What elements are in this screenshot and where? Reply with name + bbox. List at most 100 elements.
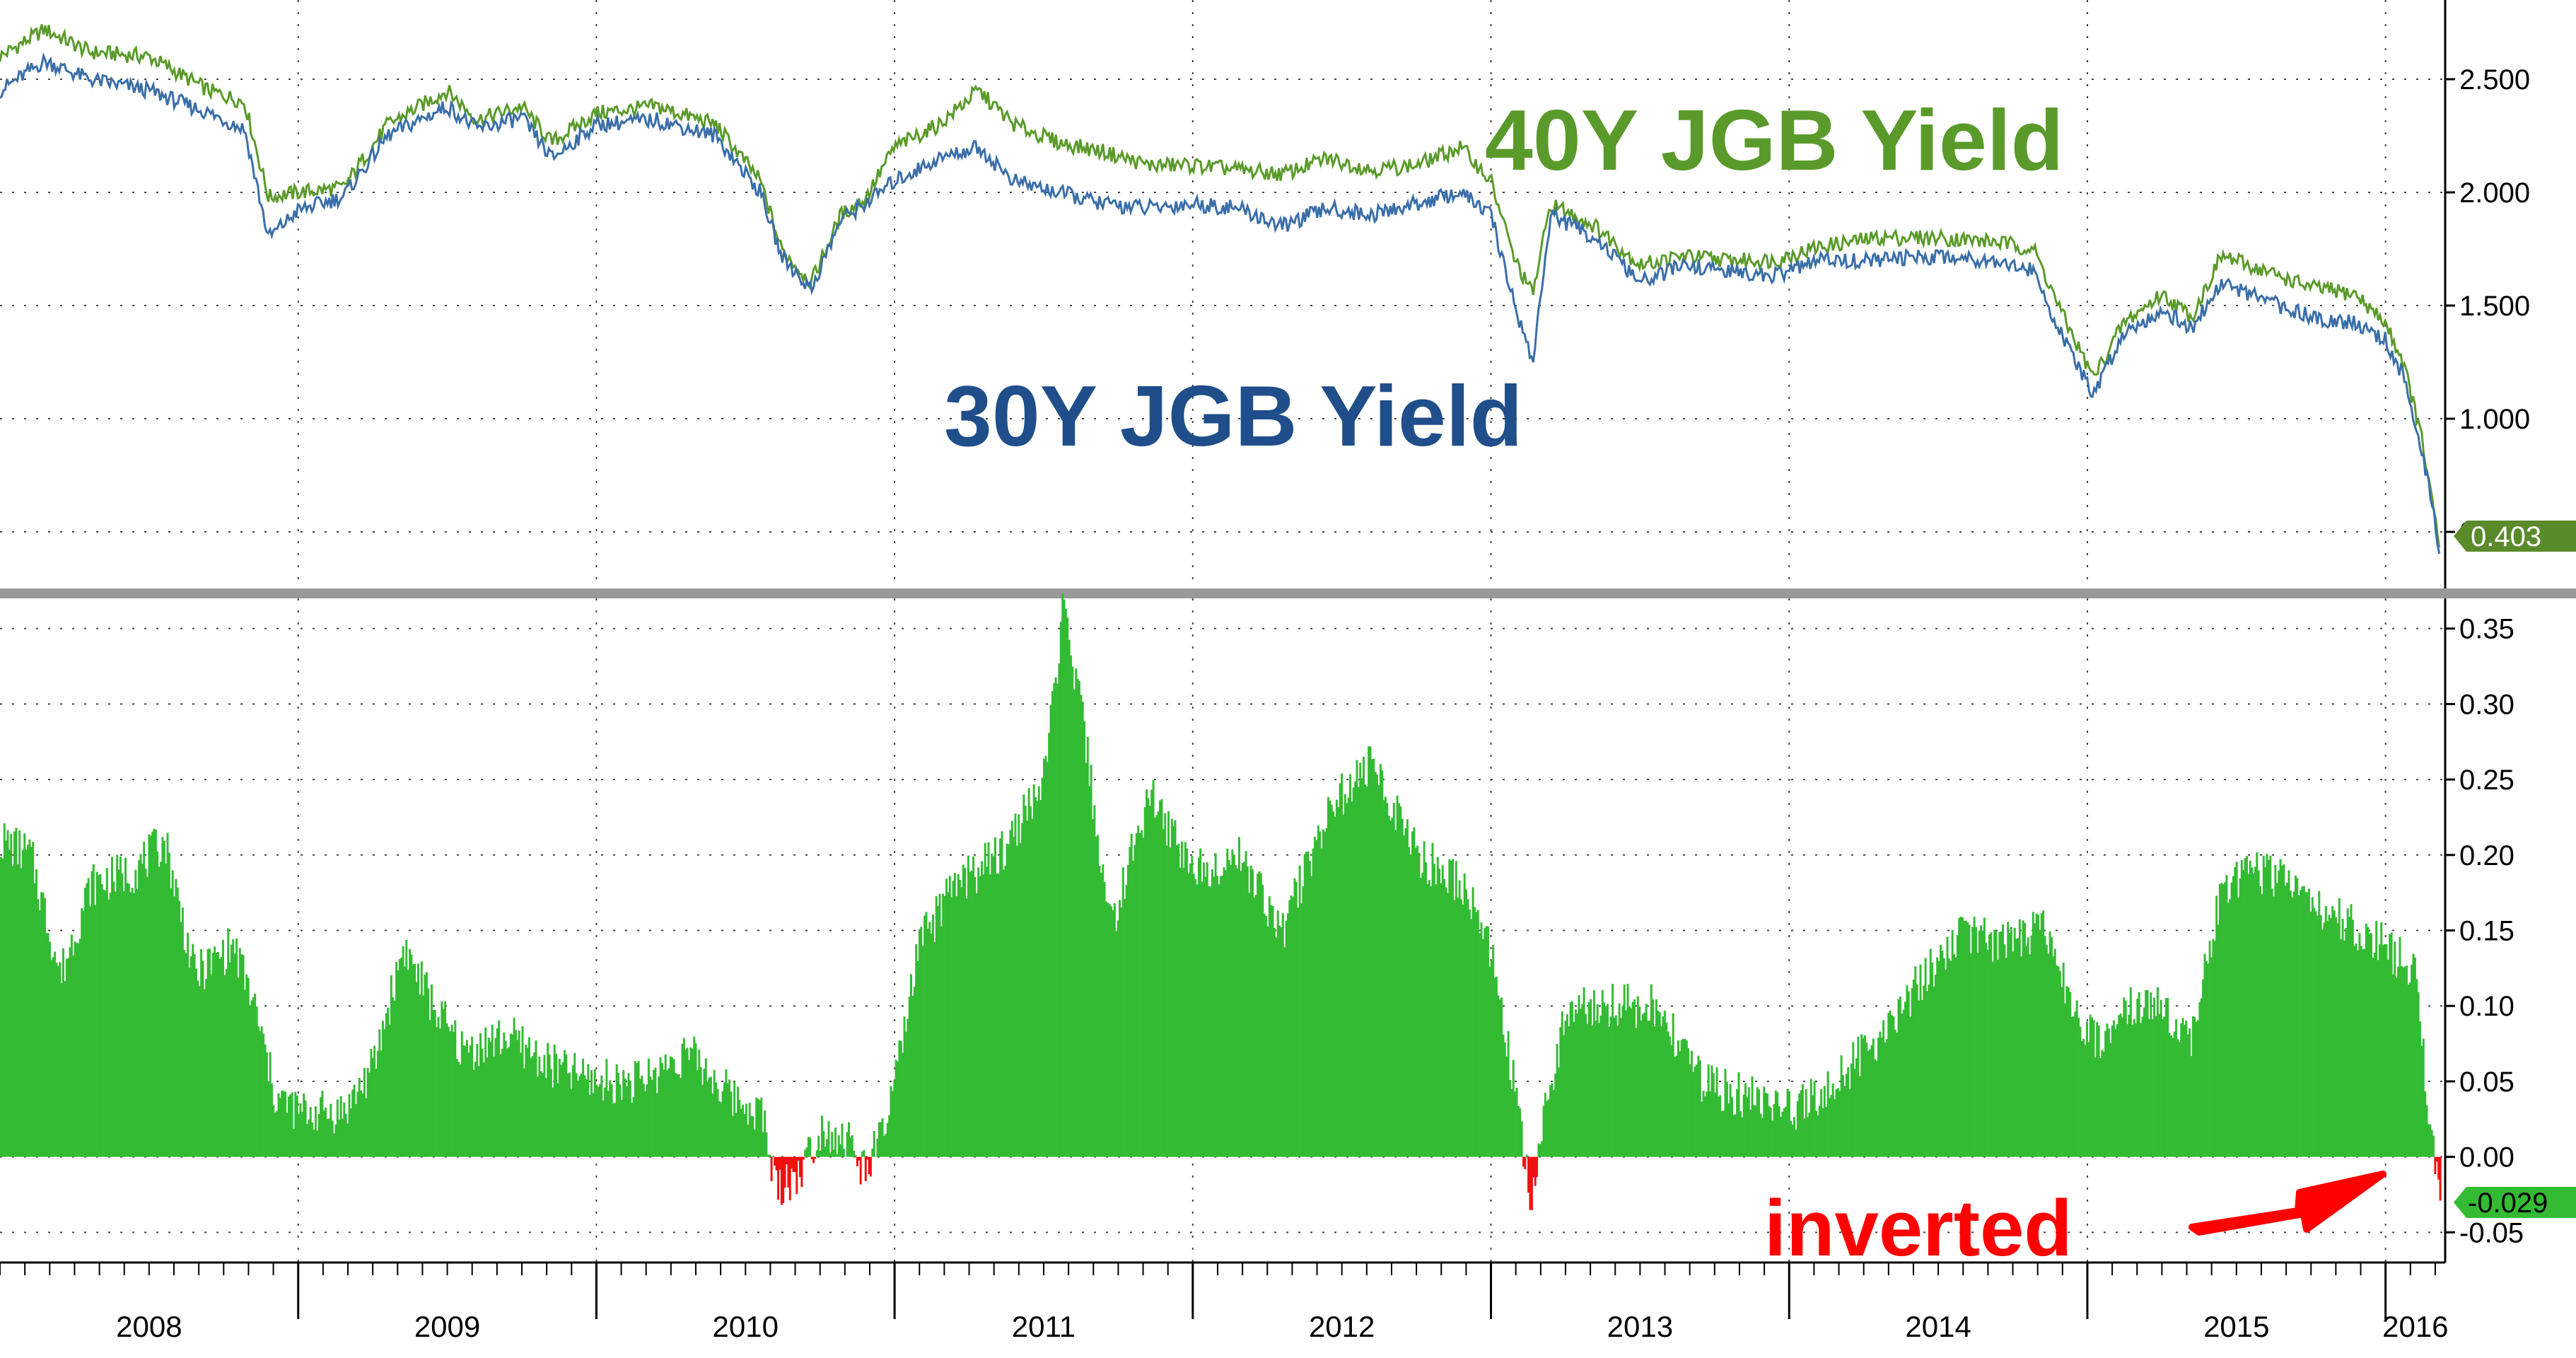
- spread-bar: [2435, 1156, 2438, 1162]
- spread-bar: [45, 932, 48, 1157]
- spread-bar: [2034, 923, 2036, 1157]
- spread-bar: [959, 880, 961, 1157]
- spread-bar: [2360, 946, 2362, 1157]
- spread-bar: [260, 1026, 263, 1157]
- top-panel-series: [0, 23, 2441, 555]
- spread-bar: [1172, 825, 1175, 1157]
- spread-bar: [837, 1135, 840, 1157]
- spread-bar: [129, 892, 132, 1157]
- spread-bar: [2420, 1045, 2423, 1157]
- spread-bar: [1300, 903, 1302, 1157]
- spread-bar: [62, 948, 64, 1157]
- spread-bar: [582, 1058, 585, 1157]
- spread-bar: [1360, 778, 1363, 1157]
- spread-bar: [671, 1057, 674, 1157]
- spread-bar: [2101, 1050, 2104, 1157]
- spread-bar: [962, 864, 964, 1157]
- spread-bar: [1409, 854, 1412, 1157]
- spread-bar: [2301, 886, 2304, 1157]
- spread-bar: [899, 1041, 902, 1157]
- spread-bar: [814, 1156, 817, 1159]
- spread-bar: [1956, 934, 1959, 1157]
- spread-bar: [1401, 818, 1404, 1157]
- spread-bar: [410, 954, 413, 1157]
- spread-bar: [1026, 820, 1029, 1157]
- spread-bar: [242, 955, 245, 1157]
- spread-bar: [521, 1026, 524, 1157]
- spread-bar: [2000, 931, 2003, 1157]
- series-line-40y: [0, 23, 2441, 548]
- spread-bar: [1110, 906, 1113, 1157]
- spread-bar: [1718, 1096, 1720, 1157]
- spread-bar: [301, 1112, 303, 1157]
- spread-bar: [2304, 892, 2307, 1157]
- spread-bar: [143, 842, 146, 1157]
- spread-bar: [1408, 847, 1411, 1157]
- spread-bar: [481, 1048, 484, 1157]
- spread-bar: [661, 1062, 663, 1157]
- spread-bar: [1214, 853, 1217, 1157]
- spread-bar: [1064, 608, 1067, 1157]
- spread-bar: [18, 830, 21, 1157]
- spread-bar: [1793, 1117, 1795, 1157]
- spread-bar: [1455, 861, 1457, 1157]
- spread-bar: [67, 958, 70, 1157]
- spread-bar: [351, 1089, 354, 1157]
- spread-bar: [1382, 800, 1385, 1157]
- spread-bar: [209, 948, 211, 1157]
- spread-bar: [292, 1129, 295, 1157]
- spread-bar: [1662, 1016, 1665, 1157]
- spread-bar: [627, 1073, 630, 1157]
- spread-bar: [1324, 831, 1327, 1157]
- spread-bar: [2244, 858, 2246, 1157]
- spread-bar: [1141, 830, 1143, 1157]
- spread-bar: [330, 1103, 332, 1157]
- spread-bar: [2341, 919, 2344, 1157]
- spread-bar: [2365, 923, 2367, 1157]
- spread-bar: [646, 1084, 648, 1157]
- spread-bar: [1914, 966, 1917, 1157]
- spread-bar: [982, 874, 985, 1157]
- spread-bar: [264, 1044, 267, 1157]
- spread-bar: [487, 1038, 490, 1157]
- spread-bar: [1988, 934, 1991, 1157]
- spread-bar: [1322, 829, 1324, 1157]
- spread-bar: [171, 870, 174, 1157]
- spread-bar: [675, 1073, 677, 1157]
- spread-bar: [1709, 1091, 1712, 1157]
- spread-bar: [974, 877, 977, 1157]
- spread-bar: [841, 1123, 844, 1157]
- spread-bar: [1766, 1093, 1768, 1157]
- spread-bar: [1204, 876, 1207, 1157]
- spread-bar: [848, 1122, 850, 1157]
- spread-bar: [198, 986, 201, 1157]
- spread-bar: [170, 888, 173, 1157]
- spread-bar: [1976, 952, 1979, 1157]
- spread-bar: [1880, 1037, 1883, 1157]
- spread-bar: [1774, 1090, 1777, 1157]
- spread-bar: [304, 1100, 307, 1157]
- spread-bar: [1801, 1084, 1804, 1157]
- spread-bar: [1275, 937, 1278, 1157]
- spread-bar: [1223, 867, 1225, 1157]
- spread-bar: [1155, 815, 1158, 1157]
- spread-bar: [1414, 847, 1417, 1157]
- spread-bar: [977, 867, 980, 1157]
- spread-bar: [1923, 985, 1925, 1157]
- spread-bar: [2358, 933, 2361, 1157]
- spread-bar: [1132, 861, 1135, 1157]
- spread-bar: [180, 922, 182, 1157]
- x-tick-label: 2012: [1309, 1310, 1375, 1343]
- spread-bar: [1815, 1110, 1817, 1157]
- spread-bar: [1780, 1117, 1782, 1157]
- spread-bar: [2123, 997, 2126, 1157]
- spread-bar: [1946, 936, 1949, 1157]
- spread-bar: [107, 900, 110, 1157]
- spread-bar: [308, 1120, 310, 1157]
- spread-bar: [911, 996, 914, 1157]
- spread-bar: [2215, 895, 2218, 1157]
- spread-bar: [1919, 964, 1922, 1157]
- spread-bar: [1685, 1040, 1688, 1157]
- spread-bar: [422, 995, 425, 1157]
- spread-bar: [2280, 866, 2283, 1157]
